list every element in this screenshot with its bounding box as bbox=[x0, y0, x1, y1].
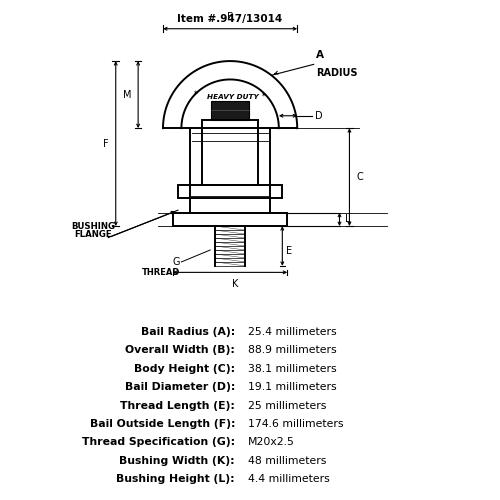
Text: Item #.947/13014: Item #.947/13014 bbox=[178, 14, 282, 24]
Bar bbox=[178, 186, 282, 198]
Text: E: E bbox=[286, 246, 292, 256]
Text: L: L bbox=[346, 214, 351, 224]
Text: 25 millimeters: 25 millimeters bbox=[248, 400, 326, 410]
Text: Bail Diameter (D):: Bail Diameter (D): bbox=[124, 382, 235, 392]
Text: FLANGE: FLANGE bbox=[74, 230, 112, 238]
Text: THREAD: THREAD bbox=[142, 268, 180, 278]
Text: D: D bbox=[314, 111, 322, 120]
Text: 38.1 millimeters: 38.1 millimeters bbox=[248, 364, 336, 374]
Text: 48 millimeters: 48 millimeters bbox=[248, 456, 326, 466]
Text: HEAVY DUTY: HEAVY DUTY bbox=[206, 94, 258, 100]
Text: Bail Outside Length (F):: Bail Outside Length (F): bbox=[90, 419, 235, 429]
Text: 19.1 millimeters: 19.1 millimeters bbox=[248, 382, 336, 392]
Text: M: M bbox=[122, 90, 131, 100]
Text: Bushing Width (K):: Bushing Width (K): bbox=[120, 456, 235, 466]
Text: Thread Length (E):: Thread Length (E): bbox=[120, 400, 235, 410]
Bar bbox=[190, 128, 270, 212]
Text: 4.4 millimeters: 4.4 millimeters bbox=[248, 474, 330, 484]
Text: ✶: ✶ bbox=[192, 90, 198, 96]
Text: G: G bbox=[173, 257, 180, 267]
Text: BUSHING: BUSHING bbox=[72, 222, 116, 231]
Text: C: C bbox=[356, 172, 363, 182]
Text: Bail Radius (A):: Bail Radius (A): bbox=[141, 327, 235, 337]
Text: ✶: ✶ bbox=[260, 92, 266, 98]
Text: RADIUS: RADIUS bbox=[316, 68, 358, 78]
Text: F: F bbox=[102, 138, 108, 148]
Text: Body Height (C):: Body Height (C): bbox=[134, 364, 235, 374]
Bar bbox=[202, 120, 258, 186]
Text: 88.9 millimeters: 88.9 millimeters bbox=[248, 346, 336, 356]
Text: 174.6 millimeters: 174.6 millimeters bbox=[248, 419, 343, 429]
Text: 25.4 millimeters: 25.4 millimeters bbox=[248, 327, 336, 337]
Text: B: B bbox=[226, 12, 234, 22]
Text: M20x2.5: M20x2.5 bbox=[248, 438, 294, 448]
Bar bbox=[173, 212, 288, 226]
Text: A: A bbox=[316, 50, 324, 60]
Text: Bushing Height (L):: Bushing Height (L): bbox=[116, 474, 235, 484]
Bar bbox=[211, 101, 249, 119]
Text: Thread Specification (G):: Thread Specification (G): bbox=[82, 438, 235, 448]
Text: K: K bbox=[232, 280, 238, 289]
Text: Overall Width (B):: Overall Width (B): bbox=[125, 346, 235, 356]
